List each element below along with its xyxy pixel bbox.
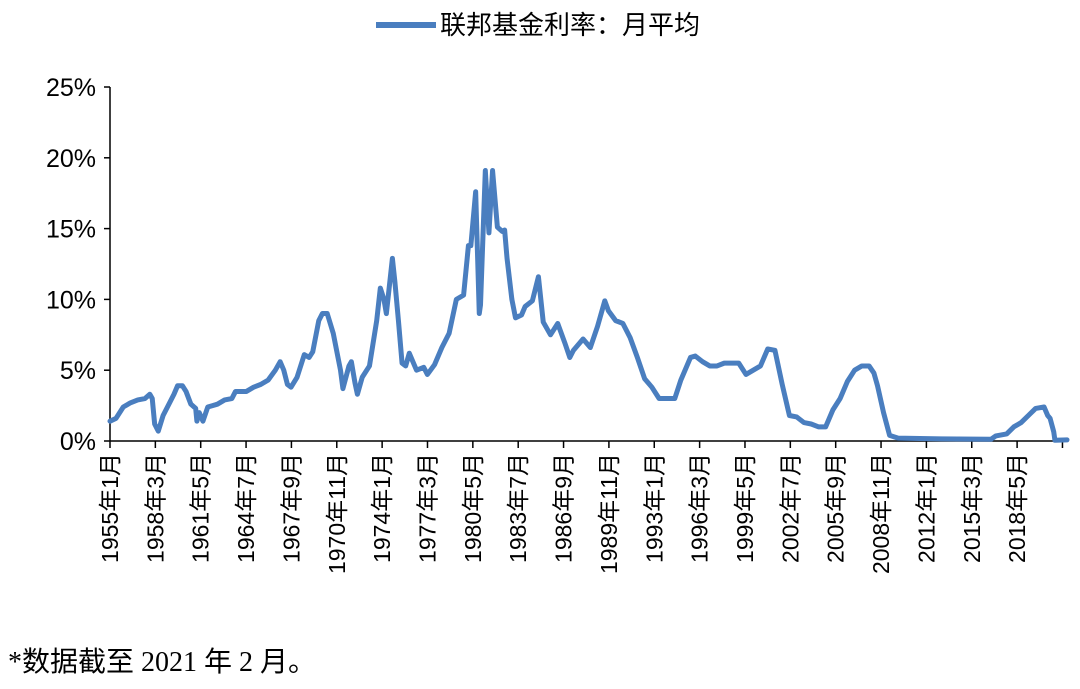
y-tick-label: 20% [46,145,96,173]
y-tick-label: 25% [46,74,96,102]
x-tick-label: 1999年5月 [732,453,758,563]
x-tick-label: 1974年1月 [369,453,395,563]
x-tick-label: 1996年3月 [687,453,713,563]
x-tick-label: 2015年3月 [959,453,985,563]
x-tick-label: 1993年1月 [641,453,667,563]
x-tick-label: 2005年9月 [823,453,849,563]
x-tick-label: 2018年5月 [1004,453,1030,563]
x-tick-label: 1977年3月 [414,453,440,563]
y-tick-label: 15% [46,216,96,244]
x-tick-label: 1980年5月 [460,453,486,563]
series-line [107,168,1070,443]
x-tick-label: 1983年7月 [505,453,531,563]
y-tick-label: 0% [60,428,96,456]
x-tick-label: 2002年7月 [777,453,803,563]
footnote: *数据截至 2021 年 2 月。 [8,647,317,678]
x-tick-label: 1989年11月 [596,453,622,574]
x-tick-label: 2008年11月 [868,453,894,574]
x-tick-label: 1967年9月 [278,453,304,563]
y-tick-label: 10% [46,286,96,314]
x-tick-label: 1958年3月 [142,453,168,563]
x-tick-label: 1964年7月 [233,453,259,563]
x-tick-label: 1955年1月 [97,453,123,563]
x-tick-label: 1970年11月 [324,453,350,574]
y-tick-label: 5% [60,357,96,385]
x-tick-label: 2012年1月 [913,453,939,563]
legend-label: 联邦基金利率：月平均 [440,11,700,41]
x-tick-label: 1961年5月 [188,453,214,563]
x-tick-label: 1986年9月 [551,453,577,563]
